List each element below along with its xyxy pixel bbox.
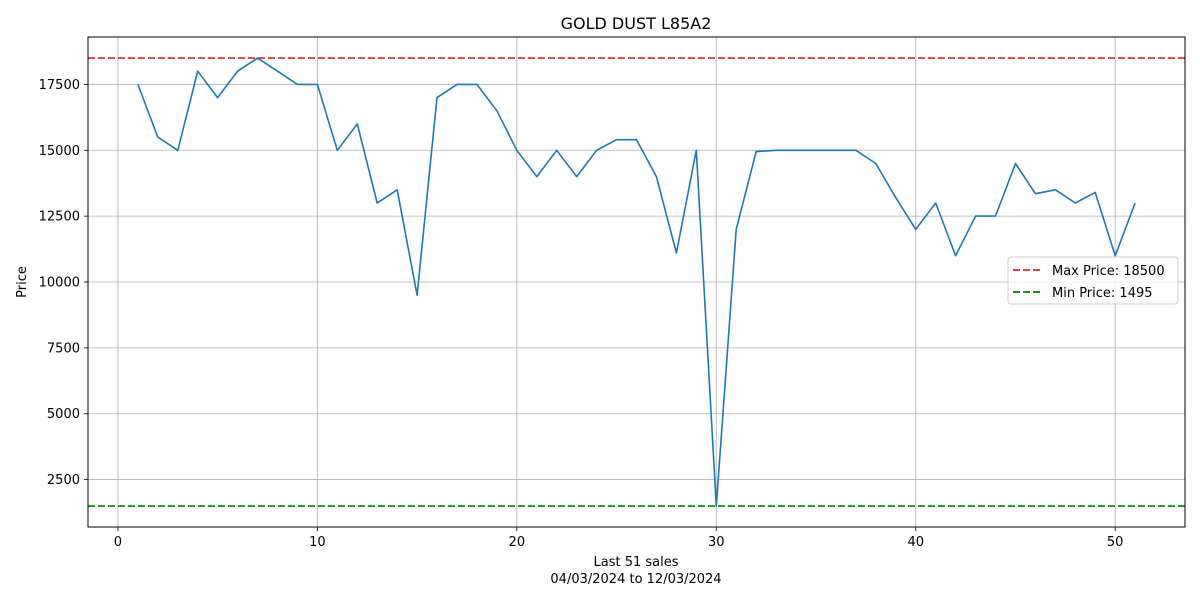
legend-label-min: Min Price: 1495 [1052,286,1153,301]
price-series-line [137,57,1136,507]
grid-layer [88,37,1185,527]
x-tick-label: 40 [907,535,924,550]
x-tick-label: 30 [708,535,725,550]
reference-lines [88,57,1185,507]
y-tick-label: 5000 [47,407,80,422]
y-tick-label: 7500 [47,341,80,356]
x-tick-label: 50 [1107,535,1124,550]
x-tick-label: 20 [509,535,526,550]
legend-label-max: Max Price: 18500 [1052,264,1165,279]
x-tick-label: 10 [309,535,326,550]
x-axis-label: Last 51 sales [593,555,678,570]
y-axis-label: Price [15,266,30,298]
y-tick-label: 17500 [39,78,80,93]
series-layer [137,57,1136,507]
chart-title: GOLD DUST L85A2 [561,14,712,33]
legend-box [1007,256,1179,305]
y-tick-label: 12500 [39,210,80,225]
tick-layer: 0 10 20 30 40 50 2500 5000 7500 10000 12500 15000 17… [39,78,1124,550]
y-tick-label: 10000 [39,276,80,291]
x-tick-label: 0 [114,535,122,550]
y-tick-label: 15000 [39,144,80,159]
legend: Max Price: 18500 Min Price: 1495 [1007,256,1179,305]
x-axis-sublabel: 04/03/2024 to 12/03/2024 [550,572,721,587]
y-tick-label: 2500 [47,473,80,488]
